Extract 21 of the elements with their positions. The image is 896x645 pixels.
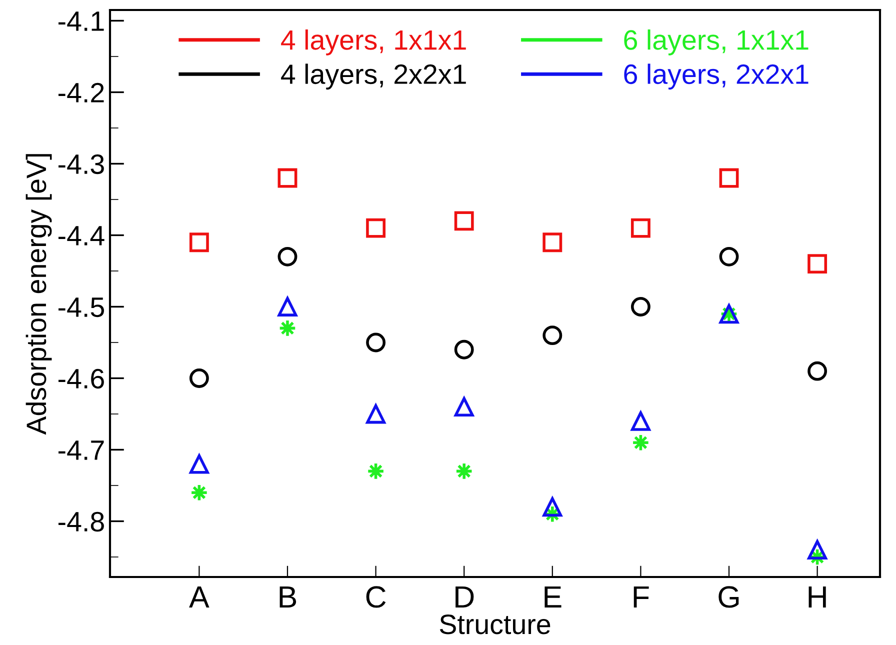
legend-label: 6 layers, 2x2x1 <box>624 64 808 90</box>
x-tick-label: G <box>718 586 739 608</box>
y-tick-label: -4.4 <box>58 226 104 246</box>
x-tick-label: H <box>808 586 826 608</box>
x-tick-label: B <box>280 586 296 608</box>
y-tick-label: -4.6 <box>58 368 104 389</box>
y-tick-label: -4.3 <box>58 154 104 174</box>
x-tick-label: D <box>456 586 474 608</box>
x-axis-title: Structure <box>440 614 550 634</box>
y-tick-label: -4.1 <box>58 12 104 31</box>
y-tick-label: -4.2 <box>58 82 104 102</box>
legend-label: 4 layers, 1x1x1 <box>281 29 466 56</box>
y-tick-label: -4.8 <box>58 512 104 532</box>
y-axis-title: Adsorption energy [eV] <box>26 154 52 435</box>
legend-label: 4 layers, 2x2x1 <box>281 64 466 90</box>
x-tick-label: F <box>634 586 649 608</box>
y-tick-label: -4.5 <box>58 298 104 318</box>
y-tick-label: -4.7 <box>58 440 104 460</box>
x-tick-label: E <box>544 586 562 608</box>
x-tick-label: C <box>366 586 386 608</box>
x-tick-label: A <box>189 586 210 608</box>
